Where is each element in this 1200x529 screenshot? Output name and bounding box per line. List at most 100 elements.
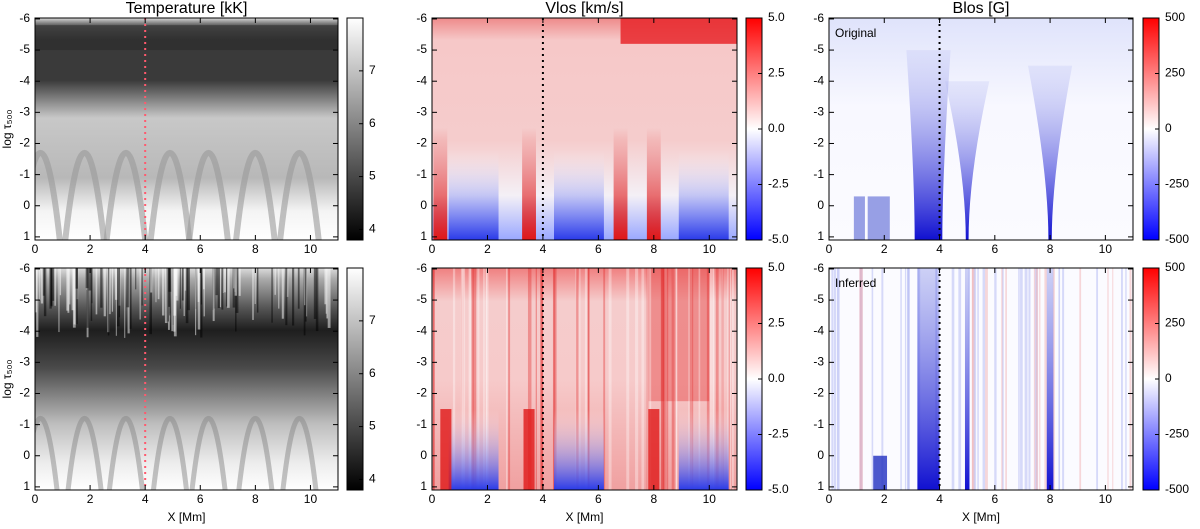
image-texture [324,268,327,305]
heatmap-image [35,18,338,240]
plot-frame [34,17,339,241]
y-tick-label: 0 [23,198,30,212]
image-texture [35,416,60,490]
y-axis-label: log τ₅₀₀ [0,360,14,399]
image-texture [469,268,472,490]
colorbar-tick-label: 6 [369,366,376,380]
x-tick-label: 0 [826,492,833,506]
image-texture [141,268,143,306]
image-texture [162,268,165,316]
y-tick-label: -1 [813,167,824,181]
image-texture [626,268,630,490]
image-texture [233,268,235,289]
x-tick-label: 6 [197,242,204,256]
y-axis-label: log τ₅₀₀ [0,110,14,149]
y-tick-label: -5 [813,42,824,56]
image-texture [157,268,160,300]
image-texture [575,268,579,490]
x-tick-label: 8 [650,242,657,256]
image-texture [106,416,145,490]
image-texture [709,268,713,490]
image-texture [951,268,955,490]
image-texture [579,268,581,490]
x-tick-label: 4 [936,242,943,256]
plot-frame [828,267,1134,491]
y-tick-label: -3 [416,355,427,369]
x-tick-label: 6 [595,492,602,506]
image-texture [646,268,650,490]
image-texture [641,268,645,490]
plot-frame [431,267,738,491]
image-texture [833,268,837,490]
image-texture [35,25,338,51]
image-texture [917,268,940,490]
image-texture [62,149,107,240]
image-texture [523,409,535,490]
y-tick-label: 0 [817,198,824,212]
colorbar-tick-label: 7 [369,313,376,327]
image-texture [871,268,874,490]
image-texture [540,268,543,490]
y-tick-label: 1 [817,229,824,243]
colorbar-tick-label: 2.5 [768,66,785,80]
image-texture [286,268,289,297]
image-texture [277,149,322,240]
y-tick-label: -5 [416,292,427,306]
x-tick-label: 8 [1047,492,1054,506]
image-texture [155,268,157,303]
image-texture [233,149,278,240]
image-texture [1052,268,1055,490]
image-texture [66,268,69,311]
image-texture [1112,268,1114,490]
colorbar-tick-label: 0.0 [768,371,785,385]
image-texture [236,416,275,490]
x-tick-label: 6 [595,242,602,256]
y-tick-label: -3 [813,105,824,119]
image-texture [129,268,132,329]
colorbar-tick-label: -2.5 [768,427,789,441]
image-texture [65,416,104,490]
image-texture [440,409,452,490]
panel-annotation: Original [835,26,876,40]
image-texture [175,268,179,301]
image-texture [1044,268,1047,490]
image-texture [958,268,962,490]
plot-frame [431,17,738,241]
heatmap-image [432,18,737,240]
image-texture [126,268,130,308]
y-tick-label: -2 [19,386,30,400]
image-texture [1001,268,1003,490]
colorbar-tick-label: 0 [1165,371,1172,385]
image-texture [727,268,731,490]
image-texture [608,268,612,490]
image-texture [124,268,126,338]
image-texture [278,268,280,309]
x-tick-label: 10 [1099,242,1113,256]
colorbar-tick-label: 0.0 [768,121,785,135]
image-texture [664,268,667,490]
colorbar-tick-label: 250 [1165,316,1185,330]
image-texture [1046,268,1054,490]
colorbar-tick-label: 5.0 [768,260,785,274]
y-tick-label: -5 [416,42,427,56]
image-texture [75,268,79,289]
image-texture [1079,268,1082,490]
image-texture [468,268,471,490]
image-texture [184,268,187,291]
image-texture [661,268,666,490]
y-tick-label: -1 [19,167,30,181]
image-texture [648,268,710,402]
image-texture [964,268,970,490]
colorbar-tick-label: 0 [1165,121,1172,135]
image-texture [150,416,189,490]
colorbar-tick-label: 7 [369,63,376,77]
image-texture [50,268,53,306]
image-texture [1018,268,1020,490]
image-texture [461,268,465,490]
image-texture [483,268,485,490]
image-texture [671,268,674,490]
image-texture [873,455,888,490]
x-tick-label: 8 [1047,242,1054,256]
y-tick-label: -5 [19,292,30,306]
image-texture [203,268,205,317]
